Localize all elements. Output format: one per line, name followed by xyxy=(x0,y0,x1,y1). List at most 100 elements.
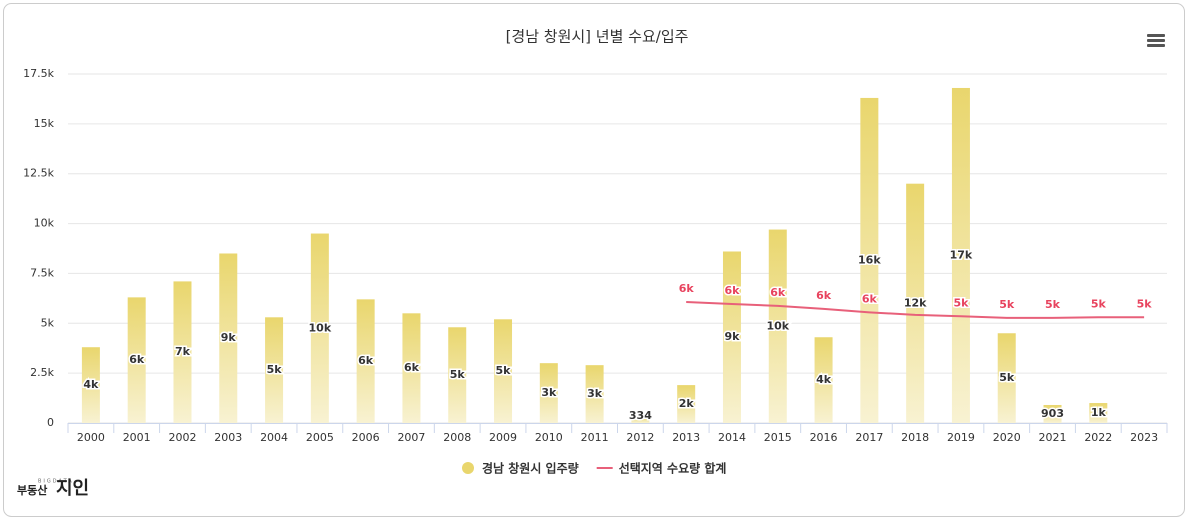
bar xyxy=(997,333,1016,423)
bar xyxy=(768,229,787,423)
bar xyxy=(494,319,513,423)
bar-label: 12k xyxy=(904,296,927,309)
line-label: 6k xyxy=(679,282,695,295)
bar-label: 17k xyxy=(950,248,973,261)
y-tick-label: 7.5k xyxy=(30,266,54,279)
bar xyxy=(1089,403,1108,423)
x-tick-label: 2006 xyxy=(352,431,380,444)
bar-label: 3k xyxy=(541,386,557,399)
legend-symbol xyxy=(462,462,474,474)
bar xyxy=(310,233,329,423)
x-tick-label: 2014 xyxy=(718,431,746,444)
y-tick-label: 15k xyxy=(34,117,55,130)
line xyxy=(686,300,1145,319)
bar-label: 10k xyxy=(309,321,332,334)
x-tick-label: 2021 xyxy=(1039,431,1067,444)
bar xyxy=(127,297,146,423)
legend-item: 선택지역 수요량 합계 xyxy=(596,461,727,476)
bar xyxy=(631,416,650,423)
x-tick-label: 2023 xyxy=(1130,431,1158,444)
bar-label: 9k xyxy=(221,331,237,344)
bar-label: 9k xyxy=(724,330,740,343)
y-tick-label: 0 xyxy=(47,416,54,429)
x-tick-label: 2011 xyxy=(581,431,609,444)
line-label: 5k xyxy=(1091,297,1107,310)
x-tick-label: 2012 xyxy=(626,431,654,444)
x-tick-label: 2002 xyxy=(168,431,196,444)
bar-label: 10k xyxy=(766,319,789,332)
bar xyxy=(173,281,192,423)
bar-label: 3k xyxy=(587,387,603,400)
legend-label: 선택지역 수요량 합계 xyxy=(619,461,727,476)
bar xyxy=(81,347,100,423)
line-label: 6k xyxy=(862,292,878,305)
bar xyxy=(219,253,238,423)
x-tick-label: 2020 xyxy=(993,431,1021,444)
y-tick-label: 10k xyxy=(34,217,55,230)
x-tick-label: 2000 xyxy=(77,431,105,444)
bar-label: 16k xyxy=(858,253,881,266)
bar xyxy=(1043,404,1062,423)
line-label: 6k xyxy=(724,284,740,297)
y-tick-label: 5k xyxy=(41,316,55,329)
x-tick-label: 2005 xyxy=(306,431,334,444)
bar-label: 7k xyxy=(175,345,191,358)
line-label: 5k xyxy=(953,296,969,309)
x-tick-label: 2010 xyxy=(535,431,563,444)
bar-label: 4k xyxy=(83,378,99,391)
line-label: 6k xyxy=(770,286,786,299)
menu-button[interactable] xyxy=(1147,34,1165,47)
bar xyxy=(448,327,467,423)
bar xyxy=(265,317,284,423)
bar xyxy=(722,251,741,423)
logo-brand: 지인 xyxy=(56,478,89,499)
bar xyxy=(906,183,925,423)
bar-label: 5k xyxy=(450,368,466,381)
x-tick-label: 2007 xyxy=(397,431,425,444)
legend-label: 경남 창원시 입주량 xyxy=(482,461,579,476)
line-label: 5k xyxy=(999,298,1015,311)
bar-label: 6k xyxy=(358,354,374,367)
x-tick-label: 2019 xyxy=(947,431,975,444)
line-label: 6k xyxy=(816,289,832,302)
bar xyxy=(677,385,696,423)
bar xyxy=(951,87,970,424)
bar-label: 4k xyxy=(816,373,832,386)
bar-label: 6k xyxy=(404,361,420,374)
bar xyxy=(814,337,833,423)
chart-title: [경남 창원시] 년별 수요/입주 xyxy=(506,28,689,46)
x-tick-label: 2001 xyxy=(123,431,151,444)
bar-label: 5k xyxy=(267,363,283,376)
x-tick-label: 2022 xyxy=(1084,431,1112,444)
y-tick-label: 12.5k xyxy=(23,167,54,180)
y-tick-label: 17.5k xyxy=(23,67,54,80)
x-tick-label: 2009 xyxy=(489,431,517,444)
bar-label: 5k xyxy=(999,371,1015,384)
logo-main: 부동산 xyxy=(17,483,47,497)
bar-label: 6k xyxy=(129,353,145,366)
bar-label: 5k xyxy=(496,364,512,377)
x-tick-label: 2004 xyxy=(260,431,288,444)
frame xyxy=(3,3,1185,517)
x-tick-label: 2018 xyxy=(901,431,929,444)
bar xyxy=(402,313,421,423)
x-tick-label: 2016 xyxy=(810,431,838,444)
y-tick-label: 2.5k xyxy=(30,366,54,379)
x-tick-label: 2015 xyxy=(764,431,792,444)
bar-label: 2k xyxy=(679,397,695,410)
bar-label: 903 xyxy=(1041,407,1064,420)
bar-label: 334 xyxy=(629,409,652,422)
bar-label: 1k xyxy=(1091,406,1107,419)
line-label: 5k xyxy=(1045,298,1061,311)
x-tick-label: 2017 xyxy=(855,431,883,444)
logo-small: BIGDATA xyxy=(38,479,74,485)
bar xyxy=(860,97,879,423)
legend-item: 경남 창원시 입주량 xyxy=(462,461,579,476)
bar xyxy=(356,299,375,423)
bar xyxy=(585,365,604,423)
line-label: 5k xyxy=(1137,297,1153,310)
x-tick-label: 2008 xyxy=(443,431,471,444)
x-tick-label: 2003 xyxy=(214,431,242,444)
bar xyxy=(539,363,558,423)
